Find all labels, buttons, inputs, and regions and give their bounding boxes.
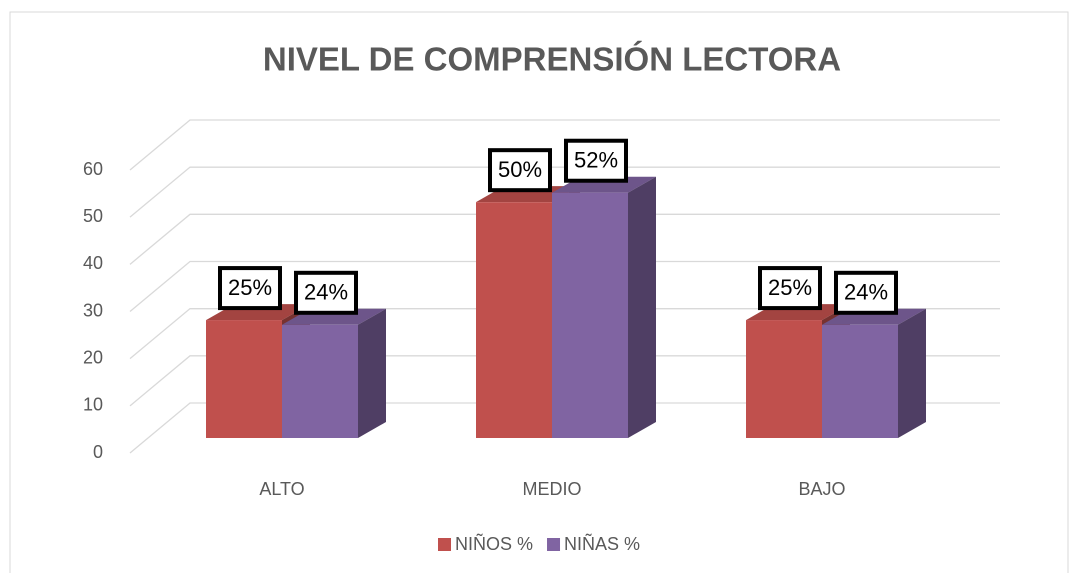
value-label: 25% (768, 275, 812, 300)
value-label: 24% (304, 280, 348, 305)
legend-label: NIÑOS % (455, 533, 533, 554)
bar-side (628, 176, 656, 438)
value-label-box (834, 270, 898, 315)
y-tick-label: 0 (93, 442, 103, 462)
legend-label: NIÑAS % (564, 533, 640, 554)
x-tick-label: ALTO (259, 479, 304, 499)
grid-line (129, 355, 1000, 407)
y-tick-label: 60 (83, 159, 103, 179)
y-tick-label: 30 (83, 300, 103, 320)
bar-side (898, 308, 926, 438)
grid-line (129, 260, 1000, 312)
legend-swatch (438, 538, 451, 551)
value-label-box (758, 266, 822, 311)
y-tick-label: 40 (83, 253, 103, 273)
grid-line (129, 308, 1000, 360)
bar (206, 320, 282, 438)
value-label: 50% (498, 157, 542, 182)
value-label-box (488, 148, 552, 193)
bar (282, 324, 358, 438)
y-tick-label: 10 (83, 395, 103, 415)
value-label-box (294, 270, 358, 315)
bar (476, 202, 552, 438)
value-label: 52% (574, 148, 618, 173)
grid-line (129, 119, 1000, 171)
value-label: 24% (844, 280, 888, 305)
value-label-box (564, 138, 628, 183)
y-tick-label: 50 (83, 206, 103, 226)
value-label-box (218, 266, 282, 311)
bar (552, 192, 628, 438)
x-tick-label: BAJO (798, 479, 845, 499)
value-label: 25% (228, 275, 272, 300)
legend-swatch (547, 538, 561, 551)
grid-line (129, 166, 1000, 218)
x-tick-label: MEDIO (522, 479, 581, 499)
bar (746, 320, 822, 438)
grid-line (129, 213, 1000, 265)
chart-title: NIVEL DE COMPRENSIÓN LECTORA (263, 41, 841, 78)
bar (822, 324, 898, 438)
bar-side (358, 308, 386, 438)
y-tick-label: 20 (83, 347, 103, 367)
grid-line (129, 402, 1000, 454)
